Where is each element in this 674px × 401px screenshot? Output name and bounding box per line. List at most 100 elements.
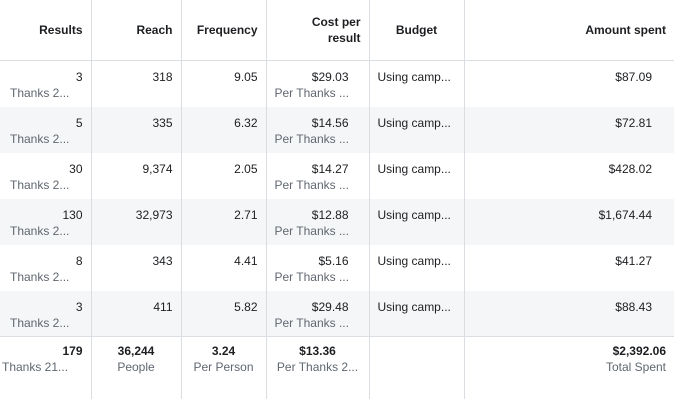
amount-cell: $88.43: [463, 290, 674, 337]
frequency-cell: 5.82: [180, 290, 266, 337]
reach-value: 318: [152, 70, 173, 84]
total-reach-cell: 36,244 People: [90, 336, 181, 399]
results-value: 130: [62, 207, 83, 222]
budget-cell: Using camp...: [368, 152, 464, 199]
frequency-value: 2.05: [234, 161, 258, 176]
total-cost-value: $13.36: [299, 344, 336, 358]
table-row[interactable]: 3 Thanks 2... 318 9.05 $29.03 Per Thanks ... U…: [0, 60, 674, 107]
total-frequency-cell: 3.24 Per Person: [180, 336, 266, 399]
budget-cell: Using camp...: [368, 290, 464, 337]
reach-value: 343: [152, 253, 173, 268]
results-subtext: Thanks 2...: [10, 177, 70, 192]
cost-header-line1: Cost per: [311, 15, 361, 29]
cost-header-line2: result: [327, 31, 361, 45]
total-results-cell: 179 Thanks 21...: [0, 336, 91, 399]
budget-value: Using camp...: [377, 70, 451, 84]
amount-value: $72.81: [615, 115, 652, 130]
results-value: 5: [75, 115, 83, 130]
reach-cell: 411: [90, 290, 181, 337]
results-cell: 5 Thanks 2...: [0, 107, 91, 153]
results-value: 3: [75, 299, 83, 314]
header-row: Results Reach Frequency Cost per result …: [0, 0, 674, 61]
cost-subtext: Per Thanks ...: [274, 223, 349, 238]
table-row[interactable]: 3 Thanks 2... 411 5.82 $29.48 Per Thanks ... U…: [0, 290, 674, 337]
frequency-cell: 2.71: [180, 198, 266, 245]
amount-value: $1,674.44: [598, 207, 652, 222]
table-row[interactable]: 5 Thanks 2... 335 6.32 $14.56 Per Thanks ... U…: [0, 106, 674, 153]
cost-subtext: Per Thanks ...: [274, 177, 349, 192]
frequency-cell: 4.41: [180, 244, 266, 291]
total-amount-value: $2,392.06: [612, 344, 666, 358]
results-cell: 3 Thanks 2...: [0, 61, 91, 107]
reach-cell: 32,973: [90, 198, 181, 245]
budget-cell: Using camp...: [368, 198, 464, 245]
cost-cell: $29.03 Per Thanks ...: [265, 60, 369, 107]
total-frequency-value: 3.24: [211, 344, 236, 358]
frequency-value: 4.41: [234, 253, 258, 268]
column-header-frequency[interactable]: Frequency: [180, 0, 266, 61]
budget-value: Using camp...: [377, 299, 451, 314]
reach-value: 9,374: [142, 161, 173, 176]
total-amount-subtext: Total Spent: [605, 360, 666, 374]
frequency-cell: 9.05: [180, 60, 266, 107]
results-cell: 30 Thanks 2...: [0, 153, 91, 199]
reach-cell: 335: [90, 106, 181, 153]
cost-subtext: Per Thanks ...: [274, 131, 349, 146]
frequency-cell: 2.05: [180, 152, 266, 199]
amount-cell: $41.27: [463, 244, 674, 291]
frequency-cell: 6.32: [180, 106, 266, 153]
reach-value: 411: [153, 299, 173, 314]
cost-value: $5.16: [318, 253, 349, 268]
cost-subtext: Per Thanks ...: [274, 269, 349, 284]
results-subtext: Thanks 2...: [10, 131, 70, 146]
amount-cell: $72.81: [463, 106, 674, 153]
cost-value: $12.88: [311, 207, 349, 222]
budget-value: Using camp...: [377, 207, 451, 222]
frequency-value: 5.82: [234, 299, 258, 314]
results-cell: 3 Thanks 2...: [0, 291, 91, 337]
frequency-value: 9.05: [234, 70, 258, 84]
budget-value: Using camp...: [377, 161, 451, 176]
budget-value: Using camp...: [377, 115, 451, 130]
cost-value: $14.56: [311, 115, 349, 130]
table-row[interactable]: 130 Thanks 2... 32,973 2.71 $12.88 Per Thanks…: [0, 198, 674, 245]
column-header-results[interactable]: Results: [0, 0, 91, 61]
reach-cell: 318: [90, 60, 181, 107]
totals-row: 179 Thanks 21... 36,244 People 3.24 Per …: [0, 336, 674, 399]
amount-value: $428.02: [608, 161, 652, 176]
total-amount-cell: $2,392.06 Total Spent: [463, 336, 674, 399]
results-subtext: Thanks 2...: [10, 86, 70, 100]
cost-value: $29.48: [311, 299, 349, 314]
column-header-reach[interactable]: Reach: [90, 0, 181, 61]
reach-value: 335: [152, 115, 173, 130]
budget-cell: Using camp...: [368, 106, 464, 153]
reach-cell: 343: [90, 244, 181, 291]
cost-value: $29.03: [311, 70, 349, 84]
results-cell: 130 Thanks 2...: [0, 199, 91, 245]
reach-value: 32,973: [135, 207, 173, 222]
results-subtext: Thanks 2...: [10, 269, 70, 284]
table-row[interactable]: 8 Thanks 2... 343 4.41 $5.16 Per Thanks ... Us…: [0, 244, 674, 291]
total-frequency-subtext: Per Person: [193, 360, 254, 374]
table-row[interactable]: 30 Thanks 2... 9,374 2.05 $14.27 Per Thanks .…: [0, 152, 674, 199]
amount-cell: $428.02: [463, 152, 674, 199]
results-value: 8: [75, 253, 83, 268]
results-subtext: Thanks 2...: [10, 223, 70, 238]
amount-cell: $1,674.44: [463, 198, 674, 245]
cost-subtext: Per Thanks ...: [274, 315, 349, 330]
frequency-value: 6.32: [234, 115, 258, 130]
column-header-amount-spent[interactable]: Amount spent: [463, 0, 674, 61]
column-header-cost-per-result[interactable]: Cost per result: [265, 0, 369, 61]
cost-cell: $5.16 Per Thanks ...: [265, 244, 369, 291]
total-budget-cell: [368, 336, 464, 399]
results-value: 30: [69, 161, 83, 176]
amount-cell: $87.09: [463, 60, 674, 107]
total-cost-cell: $13.36 Per Thanks 2...: [265, 336, 369, 399]
cost-cell: $14.27 Per Thanks ...: [265, 152, 369, 199]
total-results-subtext: Thanks 21...: [2, 360, 69, 374]
cost-cell: $12.88 Per Thanks ...: [265, 198, 369, 245]
total-results-value: 179: [62, 344, 83, 358]
amount-value: $88.43: [615, 299, 652, 314]
column-header-budget[interactable]: Budget: [368, 0, 464, 61]
